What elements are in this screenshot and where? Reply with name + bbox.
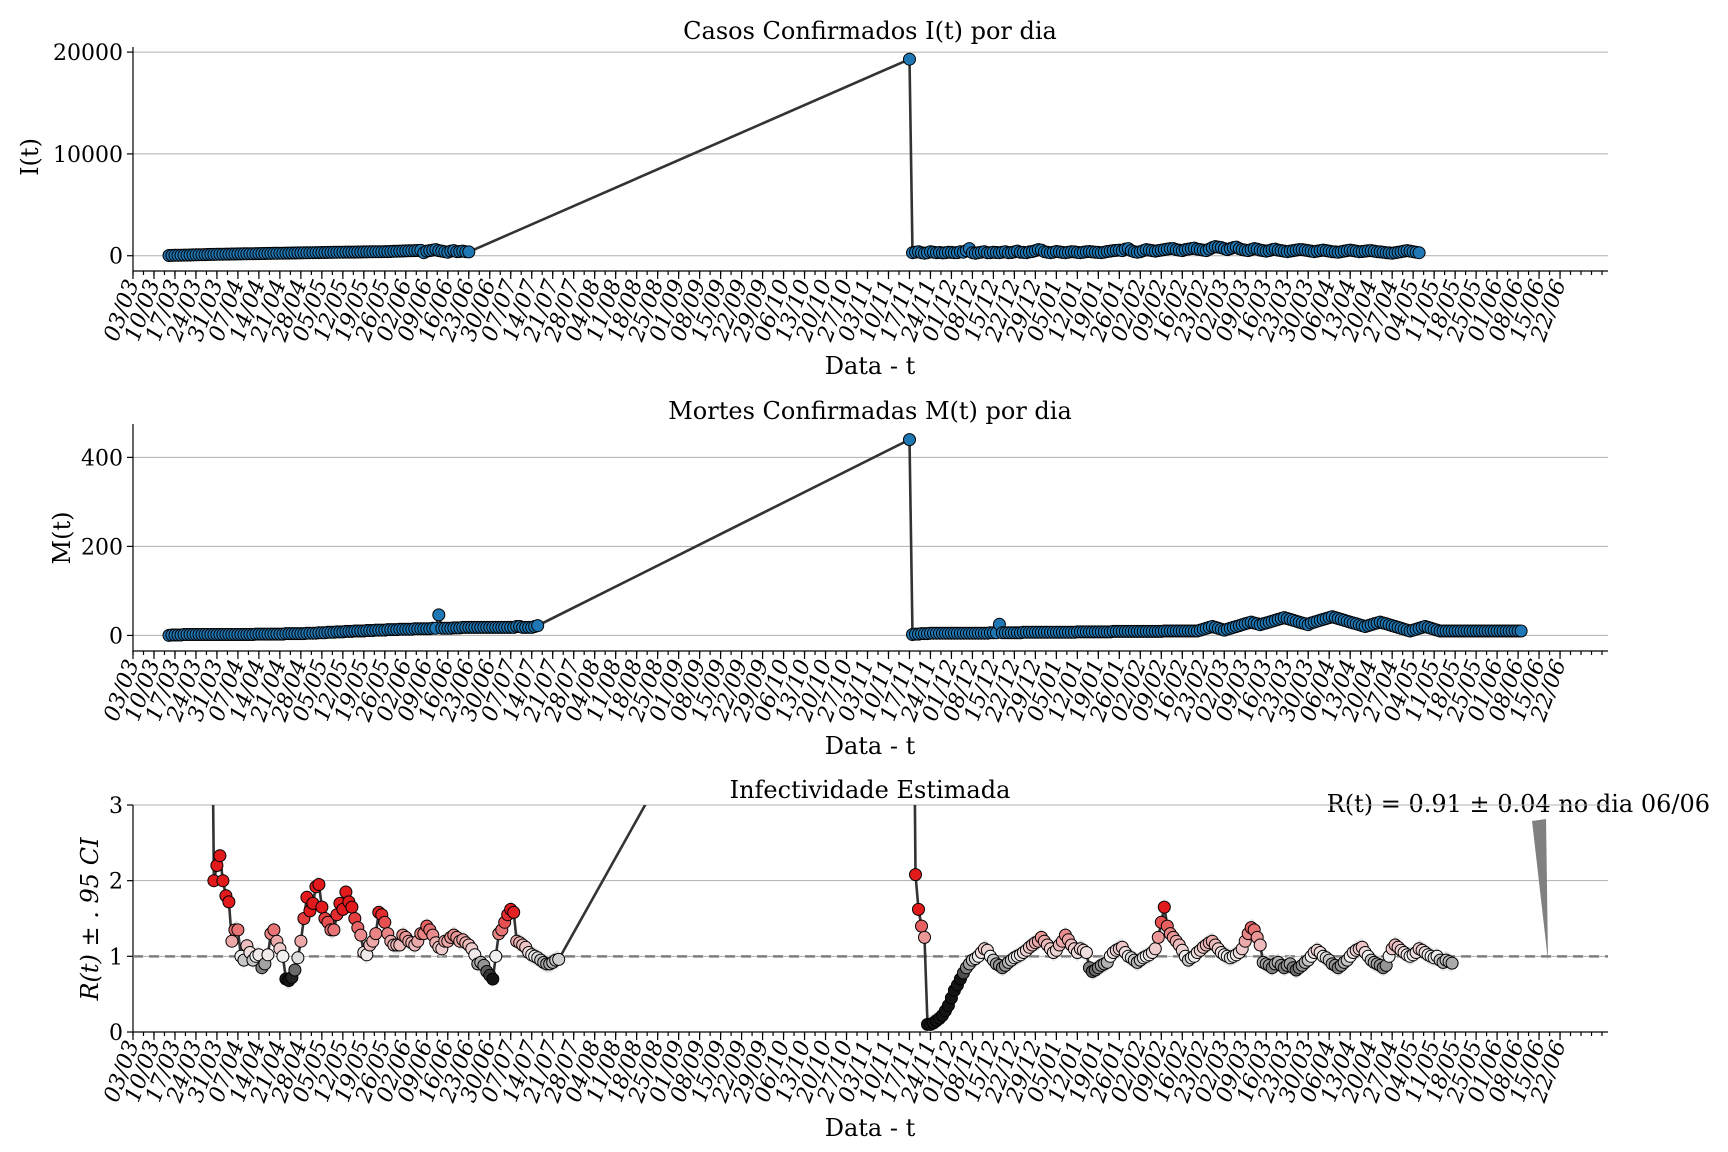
data-point [903, 433, 916, 447]
data-point [1253, 938, 1267, 952]
data-point [903, 52, 916, 66]
y-tick-label: 2 [109, 870, 123, 895]
data-point [369, 927, 383, 941]
chart-panel-cases: Casos Confirmados I(t) por dia I(t) Data… [16, 17, 1608, 380]
data-point [345, 900, 359, 914]
series-line [168, 437, 1522, 637]
data-point [1412, 246, 1426, 260]
data-point [1157, 900, 1171, 914]
chart-title: Mortes Confirmadas M(t) por dia [668, 397, 1072, 425]
data-point [1151, 930, 1165, 944]
chart-panel-deaths: Mortes Confirmadas M(t) por dia M(t) Dat… [48, 397, 1608, 760]
y-tick-label: 400 [81, 446, 123, 471]
y-tick-label: 0 [109, 624, 123, 649]
data-point [216, 874, 230, 888]
chart-title: Casos Confirmados I(t) por dia [683, 17, 1057, 45]
y-axis-label: M(t) [48, 512, 76, 565]
y-tick-label: 1 [109, 945, 123, 970]
data-point [291, 951, 305, 965]
data-point [213, 849, 227, 863]
data-point [486, 972, 500, 986]
chart-panel-rt: Infectividade Estimada R(t) ± . 95 CI Da… [76, 776, 1710, 1142]
data-point [1079, 946, 1093, 959]
data-point [1514, 624, 1528, 638]
annotation-label: R(t) = 0.91 ± 0.04 no dia 06/06 [1327, 790, 1710, 818]
chart-title: Infectividade Estimada [730, 776, 1011, 804]
data-point [312, 878, 326, 891]
data-point [909, 868, 922, 882]
y-tick-label: 0 [109, 245, 123, 270]
data-point [432, 608, 446, 622]
data-point [267, 923, 281, 937]
data-point [222, 895, 236, 909]
data-point [912, 902, 925, 916]
data-point [531, 619, 545, 633]
data-point [1445, 956, 1459, 970]
y-tick-label: 200 [81, 535, 123, 560]
x-axis-label: Data - t [825, 732, 916, 760]
y-axis-label: I(t) [16, 138, 44, 176]
data-point [915, 919, 928, 933]
y-tick-label: 10000 [53, 143, 123, 168]
data-point [327, 923, 341, 937]
data-point [294, 934, 308, 948]
data-point [378, 915, 392, 929]
data-point [231, 923, 245, 937]
data-point [261, 948, 275, 962]
data-point [507, 905, 521, 919]
y-tick-label: 3 [109, 794, 123, 819]
data-point [1148, 942, 1162, 956]
data-point [489, 949, 503, 963]
data-point [462, 245, 476, 259]
data-point [315, 900, 329, 914]
x-axis-label: Data - t [825, 352, 916, 380]
x-axis-label: Data - t [825, 1114, 916, 1142]
series-line [168, 57, 1420, 257]
data-point [552, 952, 566, 966]
data-point [225, 934, 239, 948]
y-tick-label: 20000 [53, 41, 123, 66]
y-axis-label: R(t) ± . 95 CI [76, 837, 104, 1002]
data-point [276, 949, 290, 963]
data-point [288, 963, 302, 977]
annotation-arrow [1532, 819, 1549, 962]
y-tick-label: 0 [109, 1021, 123, 1046]
data-point [354, 928, 368, 942]
data-point [918, 930, 931, 944]
